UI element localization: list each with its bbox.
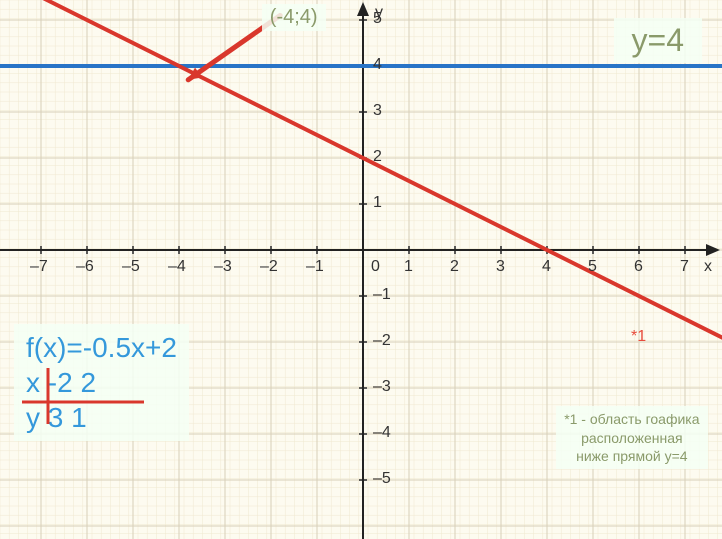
- intersection-point-label: (-4;4): [262, 4, 326, 31]
- function-table-x-row: x -2 2: [26, 365, 177, 400]
- y-tick-label: –5: [373, 470, 391, 488]
- equation-y4-label: y=4: [614, 18, 702, 63]
- x-axis-label: x: [704, 258, 712, 276]
- y-tick-label: –2: [373, 332, 391, 350]
- y-tick-label: –3: [373, 378, 391, 396]
- x-tick-label: –6: [76, 258, 94, 276]
- y-tick-label: –1: [373, 286, 391, 304]
- y-tick-label: 4: [373, 56, 382, 74]
- function-formula: f(x)=-0.5x+2: [26, 330, 177, 365]
- x-tick-label: –1: [306, 258, 324, 276]
- function-table-y-row: y 3 1: [26, 400, 177, 435]
- footnote-line-3: ниже прямой y=4: [564, 447, 699, 465]
- y-tick-label: 3: [373, 102, 382, 120]
- x-tick-label: –4: [168, 258, 186, 276]
- x-tick-label: 1: [404, 258, 413, 276]
- footnote-marker: *1: [631, 328, 646, 346]
- function-table-box: f(x)=-0.5x+2 x -2 2 y 3 1: [14, 324, 189, 441]
- x-tick-label: 2: [450, 258, 459, 276]
- footnote-line-1: *1 - область гоафика: [564, 410, 699, 428]
- x-tick-label: –3: [214, 258, 232, 276]
- x-tick-label: 6: [634, 258, 643, 276]
- x-tick-label: –7: [30, 258, 48, 276]
- x-tick-label: –5: [122, 258, 140, 276]
- y-tick-label: 1: [373, 194, 382, 212]
- origin-label: 0: [371, 258, 380, 276]
- x-tick-label: 5: [588, 258, 597, 276]
- y-tick-label: –4: [373, 424, 391, 442]
- x-tick-label: 3: [496, 258, 505, 276]
- y-axis-label: y: [375, 4, 383, 22]
- x-tick-label: 7: [680, 258, 689, 276]
- footnote-line-2: расположенная: [564, 429, 699, 447]
- y-tick-label: 2: [373, 148, 382, 166]
- x-tick-label: 4: [542, 258, 551, 276]
- x-tick-label: –2: [260, 258, 278, 276]
- footnote-text: *1 - область гоафика расположенная ниже …: [556, 406, 707, 469]
